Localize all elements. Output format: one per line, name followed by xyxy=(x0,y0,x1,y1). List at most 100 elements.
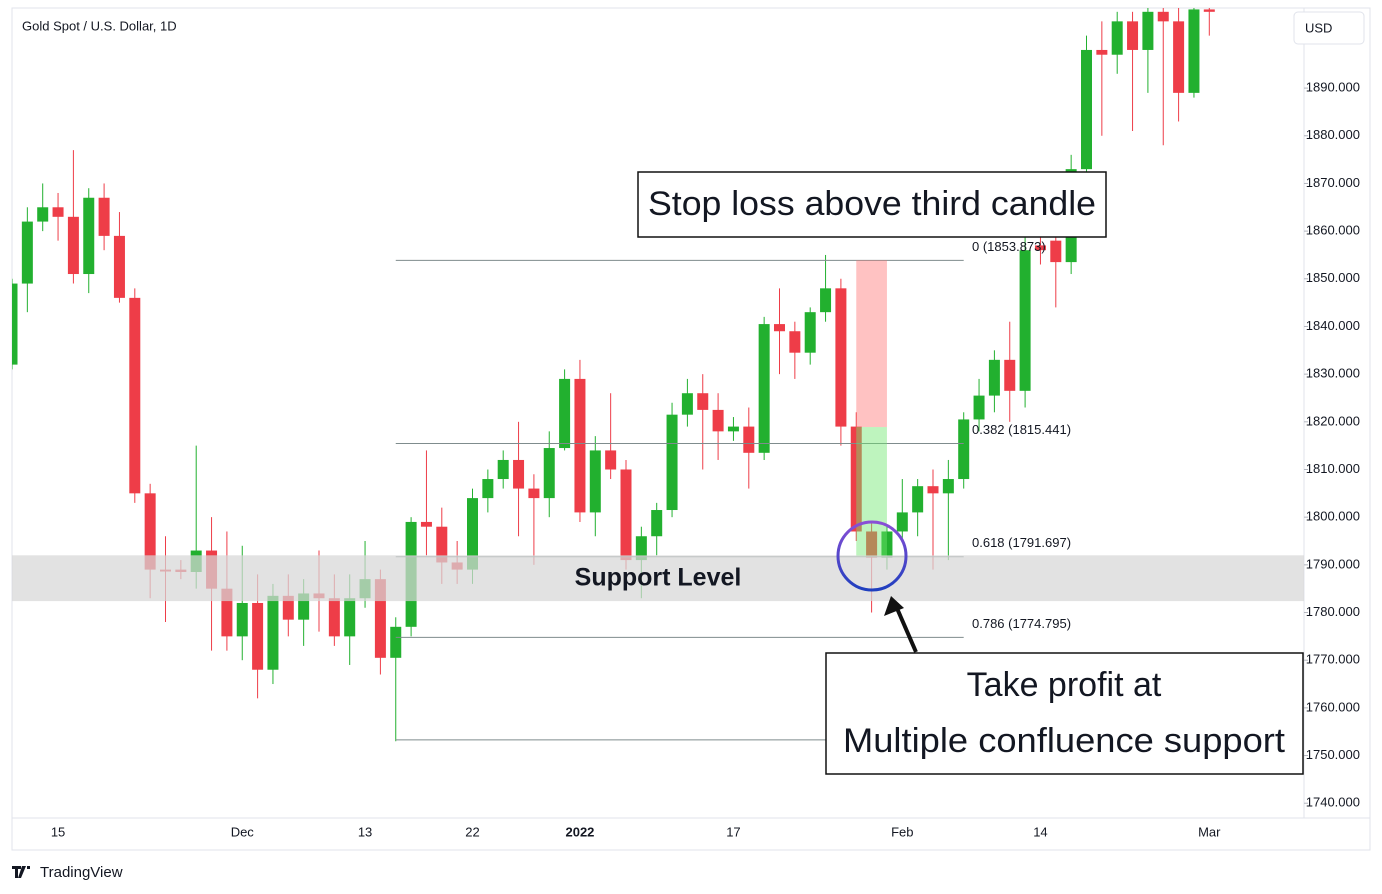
candle-body xyxy=(942,479,954,494)
brand-name: TradingView xyxy=(40,864,123,881)
candle-body xyxy=(282,595,294,620)
x-tick-label: 14 xyxy=(1033,824,1047,839)
candle-body xyxy=(912,486,924,513)
candle-body xyxy=(236,602,248,637)
candle-body xyxy=(973,395,985,420)
candle-body xyxy=(1188,9,1200,93)
candle-body xyxy=(774,324,785,332)
candle-body xyxy=(896,512,908,532)
candle-body xyxy=(52,207,64,217)
candle-body xyxy=(1019,250,1031,391)
x-tick-label: Mar xyxy=(1198,824,1221,839)
candle-body xyxy=(1111,21,1123,55)
candle-body xyxy=(482,479,494,499)
candle-body xyxy=(21,221,33,284)
y-tick-label: 1870.000 xyxy=(1306,175,1360,190)
y-tick-label: 1850.000 xyxy=(1306,270,1360,285)
y-tick-label: 1830.000 xyxy=(1306,366,1360,381)
candle-body xyxy=(144,493,156,570)
candle-body xyxy=(67,216,79,275)
candle-body xyxy=(666,414,678,511)
candle-body xyxy=(589,450,601,513)
candle-body xyxy=(436,526,448,563)
candle-body xyxy=(1173,21,1185,93)
y-tick-label: 1820.000 xyxy=(1306,413,1360,428)
candle-body xyxy=(574,378,586,513)
currency-label[interactable]: USD xyxy=(1305,20,1332,35)
candle-body xyxy=(252,602,264,670)
candle-body xyxy=(267,595,279,670)
y-tick-label: 1790.000 xyxy=(1306,556,1360,571)
currency-button[interactable] xyxy=(1293,11,1365,45)
candle-body xyxy=(374,579,386,658)
x-tick-label: 15 xyxy=(51,824,65,839)
stop-zone xyxy=(856,260,887,428)
candle-body xyxy=(129,297,141,494)
candle-body xyxy=(543,448,555,499)
y-tick-label: 1860.000 xyxy=(1306,223,1360,238)
take-profit-text: Multiple confluence support xyxy=(843,722,1286,760)
take-profit-text: Take profit at xyxy=(967,666,1162,704)
candle-body xyxy=(820,288,832,313)
candle-body xyxy=(758,324,770,453)
candle-body xyxy=(1081,49,1092,170)
candle-body xyxy=(681,393,693,415)
candle-body xyxy=(1004,359,1016,391)
candle-body xyxy=(1203,9,1215,12)
candle-body xyxy=(12,283,18,365)
y-tick-label: 1810.000 xyxy=(1306,461,1360,476)
candle-body xyxy=(467,498,478,570)
candle-body xyxy=(1142,11,1154,50)
x-tick-label: 2022 xyxy=(565,824,594,839)
y-tick-label: 1740.000 xyxy=(1306,795,1360,810)
y-tick-label: 1890.000 xyxy=(1306,80,1360,95)
candle-body xyxy=(804,312,816,353)
fib-label: 0.786 (1774.795) xyxy=(972,616,1071,631)
candle-body xyxy=(988,359,1000,396)
candle-body xyxy=(390,626,402,658)
candle-body xyxy=(850,426,862,532)
plot xyxy=(12,8,1304,742)
candle-body xyxy=(83,197,95,275)
candle-body xyxy=(605,450,617,470)
fib-label: 0.382 (1815.441) xyxy=(972,422,1071,437)
y-tick-label: 1840.000 xyxy=(1306,318,1360,333)
x-tick-label: Dec xyxy=(231,824,255,839)
target-zone xyxy=(856,427,887,557)
candle-body xyxy=(513,459,525,489)
arrow-head xyxy=(884,596,904,616)
candle-body xyxy=(1127,21,1139,50)
candle-body xyxy=(727,426,739,432)
candle-body xyxy=(98,197,110,236)
candle-body xyxy=(1050,240,1062,263)
candle-body xyxy=(712,409,724,432)
y-tick-label: 1770.000 xyxy=(1306,652,1360,667)
candle-body xyxy=(113,235,125,298)
candle-body xyxy=(1157,11,1169,22)
fib-label: 0.618 (1791.697) xyxy=(972,535,1071,550)
x-tick-label: 17 xyxy=(726,824,740,839)
candle-body xyxy=(344,598,356,637)
arrow-shaft xyxy=(894,605,918,653)
candle-body xyxy=(620,469,632,561)
fib-label: 0 (1853.873) xyxy=(972,239,1046,254)
candle-body xyxy=(635,536,647,561)
candle-body xyxy=(881,531,893,558)
x-tick-label: 22 xyxy=(465,824,479,839)
candle-body xyxy=(866,531,878,558)
candle-body xyxy=(298,593,310,620)
candle-body xyxy=(927,486,939,494)
y-tick-label: 1880.000 xyxy=(1306,127,1360,142)
candle-body xyxy=(743,426,755,453)
y-tick-label: 1750.000 xyxy=(1306,747,1360,762)
candle-body xyxy=(1034,245,1046,251)
highlight-ring xyxy=(836,520,908,592)
candle-body xyxy=(328,598,340,637)
candle-body xyxy=(37,207,49,222)
candle-body xyxy=(559,378,571,449)
candle-body xyxy=(651,510,663,537)
take-profit-box xyxy=(825,652,1304,775)
candle-body xyxy=(789,331,801,353)
